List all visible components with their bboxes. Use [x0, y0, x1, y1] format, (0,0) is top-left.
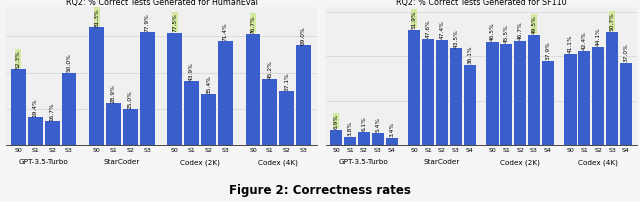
Text: 43.5%: 43.5%: [453, 28, 458, 47]
Title: RQ2: % Correct Tests Generated for HumanEval: RQ2: % Correct Tests Generated for Human…: [66, 0, 257, 7]
Text: 46.5%: 46.5%: [490, 22, 495, 41]
Bar: [168, 33, 182, 145]
Text: 6.9%: 6.9%: [334, 114, 339, 128]
Text: 25.0%: 25.0%: [128, 89, 133, 108]
Bar: [330, 130, 342, 145]
Bar: [450, 49, 462, 145]
Text: 45.5%: 45.5%: [504, 24, 509, 43]
Bar: [422, 40, 435, 145]
Bar: [123, 109, 138, 145]
Text: 6.1%: 6.1%: [362, 115, 367, 130]
Text: 71.4%: 71.4%: [223, 22, 228, 41]
Text: GPT-3.5-Turbo: GPT-3.5-Turbo: [19, 159, 68, 165]
Bar: [408, 31, 420, 145]
Bar: [358, 132, 370, 145]
Bar: [140, 33, 155, 145]
Bar: [620, 63, 632, 145]
Text: GPT-3.5-Turbo: GPT-3.5-Turbo: [339, 159, 389, 165]
Text: StarCoder: StarCoder: [104, 159, 140, 165]
Text: Codex (2K): Codex (2K): [180, 159, 220, 165]
Text: 16.7%: 16.7%: [50, 102, 54, 120]
Bar: [279, 92, 294, 145]
Text: 45.2%: 45.2%: [268, 60, 273, 79]
Text: 43.9%: 43.9%: [189, 62, 194, 81]
Text: 41.1%: 41.1%: [568, 34, 573, 53]
Text: 35.4%: 35.4%: [206, 74, 211, 93]
Bar: [296, 46, 311, 145]
Bar: [592, 48, 604, 145]
Text: Codex (4K): Codex (4K): [259, 159, 298, 165]
Text: 77.5%: 77.5%: [172, 14, 177, 32]
Text: 28.9%: 28.9%: [111, 84, 116, 102]
Bar: [500, 45, 513, 145]
Text: Codex (4K): Codex (4K): [579, 159, 618, 165]
Text: 50.7%: 50.7%: [609, 13, 614, 31]
Text: 36.1%: 36.1%: [467, 45, 472, 64]
Bar: [246, 35, 260, 145]
Title: RQ2: % Correct Tests Generated for SF110: RQ2: % Correct Tests Generated for SF110: [396, 0, 567, 7]
Text: 77.9%: 77.9%: [145, 13, 150, 32]
Bar: [463, 65, 476, 145]
Bar: [184, 82, 199, 145]
Text: 46.7%: 46.7%: [518, 22, 523, 40]
Bar: [106, 104, 121, 145]
Text: Codex (2K): Codex (2K): [500, 159, 540, 165]
Bar: [564, 54, 577, 145]
Text: 69.0%: 69.0%: [301, 26, 306, 44]
Bar: [541, 61, 554, 145]
Bar: [45, 121, 60, 145]
Text: 44.1%: 44.1%: [596, 27, 601, 46]
Bar: [528, 36, 540, 145]
Text: 52.3%: 52.3%: [16, 50, 21, 69]
Text: 50.0%: 50.0%: [67, 53, 72, 72]
Bar: [61, 73, 76, 145]
Text: 47.6%: 47.6%: [426, 20, 431, 38]
Bar: [579, 52, 591, 145]
Bar: [372, 134, 384, 145]
Bar: [89, 28, 104, 145]
Text: 47.4%: 47.4%: [440, 20, 445, 39]
Text: 3.4%: 3.4%: [389, 121, 394, 136]
Text: 37.1%: 37.1%: [284, 72, 289, 91]
Text: StarCoder: StarCoder: [424, 159, 460, 165]
Text: 37.9%: 37.9%: [545, 41, 550, 60]
Bar: [486, 42, 499, 145]
Text: 76.7%: 76.7%: [250, 15, 255, 33]
Text: 3.8%: 3.8%: [348, 120, 353, 135]
Text: Figure 2: Correctness rates: Figure 2: Correctness rates: [229, 183, 411, 196]
Bar: [218, 42, 233, 145]
Text: 5.4%: 5.4%: [375, 117, 380, 132]
Text: 19.4%: 19.4%: [33, 98, 38, 116]
Bar: [436, 40, 448, 145]
Text: 37.0%: 37.0%: [623, 43, 628, 62]
Bar: [201, 94, 216, 145]
Text: 51.9%: 51.9%: [412, 10, 417, 29]
Text: 42.4%: 42.4%: [582, 31, 587, 50]
Bar: [514, 42, 526, 145]
Bar: [385, 138, 397, 145]
Text: 81.3%: 81.3%: [94, 8, 99, 27]
Bar: [28, 117, 43, 145]
Text: 49.5%: 49.5%: [531, 15, 536, 34]
Bar: [11, 70, 26, 145]
Bar: [262, 80, 277, 145]
Bar: [606, 33, 618, 145]
Bar: [344, 137, 356, 145]
